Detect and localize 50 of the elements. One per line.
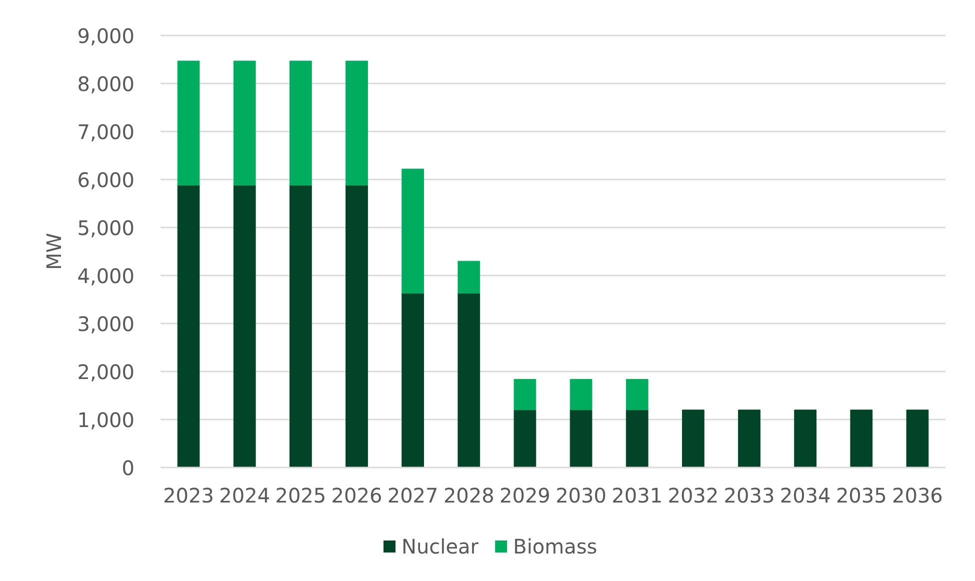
x-tick-label: 2034 [780,484,831,508]
bar [906,410,929,468]
bar [794,410,817,468]
y-tick-label: 5,000 [77,216,135,240]
x-tick-label: 2023 [163,484,214,508]
y-tick-label: 9,000 [77,24,135,48]
bar [458,260,480,294]
x-tick-label: 2033 [724,484,775,508]
x-tick-label: 2028 [443,484,494,508]
bar [402,168,424,294]
bar [233,60,256,186]
y-tick-label: 1,000 [77,408,135,432]
x-tick-label: 2029 [500,484,550,508]
y-tick-label: 7,000 [77,120,135,144]
y-tick-label: 3,000 [77,312,135,336]
bar [402,293,424,468]
x-tick-label: 2031 [612,484,663,508]
y-tick-label: 6,000 [77,168,135,192]
y-tick-label: 2,000 [77,360,135,384]
bar [177,185,200,468]
y-tick-label: 0 [122,456,135,480]
bar [850,410,873,468]
legend-label: Nuclear [402,534,480,558]
bar [346,60,368,186]
x-tick-label: 2030 [556,484,606,508]
bar [233,185,256,468]
x-tick-label: 2027 [387,484,438,508]
x-tick-label: 2025 [275,484,326,508]
bar [570,410,592,468]
bar [177,60,200,186]
bar [458,293,480,468]
bar [626,410,648,468]
bar [626,378,648,410]
x-tick-label: 2035 [836,484,887,508]
legend-label: Biomass [513,534,598,558]
x-tick-label: 2026 [331,484,382,508]
x-tick-label: 2032 [668,484,719,508]
bar [289,185,312,468]
y-axis-title: MW [42,232,66,270]
bar [682,410,704,468]
y-tick-label: 8,000 [77,72,135,96]
x-tick-label: 2024 [219,484,270,508]
bar [570,378,592,410]
bar [514,410,536,468]
y-tick-label: 4,000 [77,264,135,288]
bar [738,410,760,468]
x-tick-label: 2036 [892,484,943,508]
bar [289,60,312,186]
bar [346,185,368,468]
bar [514,378,536,410]
